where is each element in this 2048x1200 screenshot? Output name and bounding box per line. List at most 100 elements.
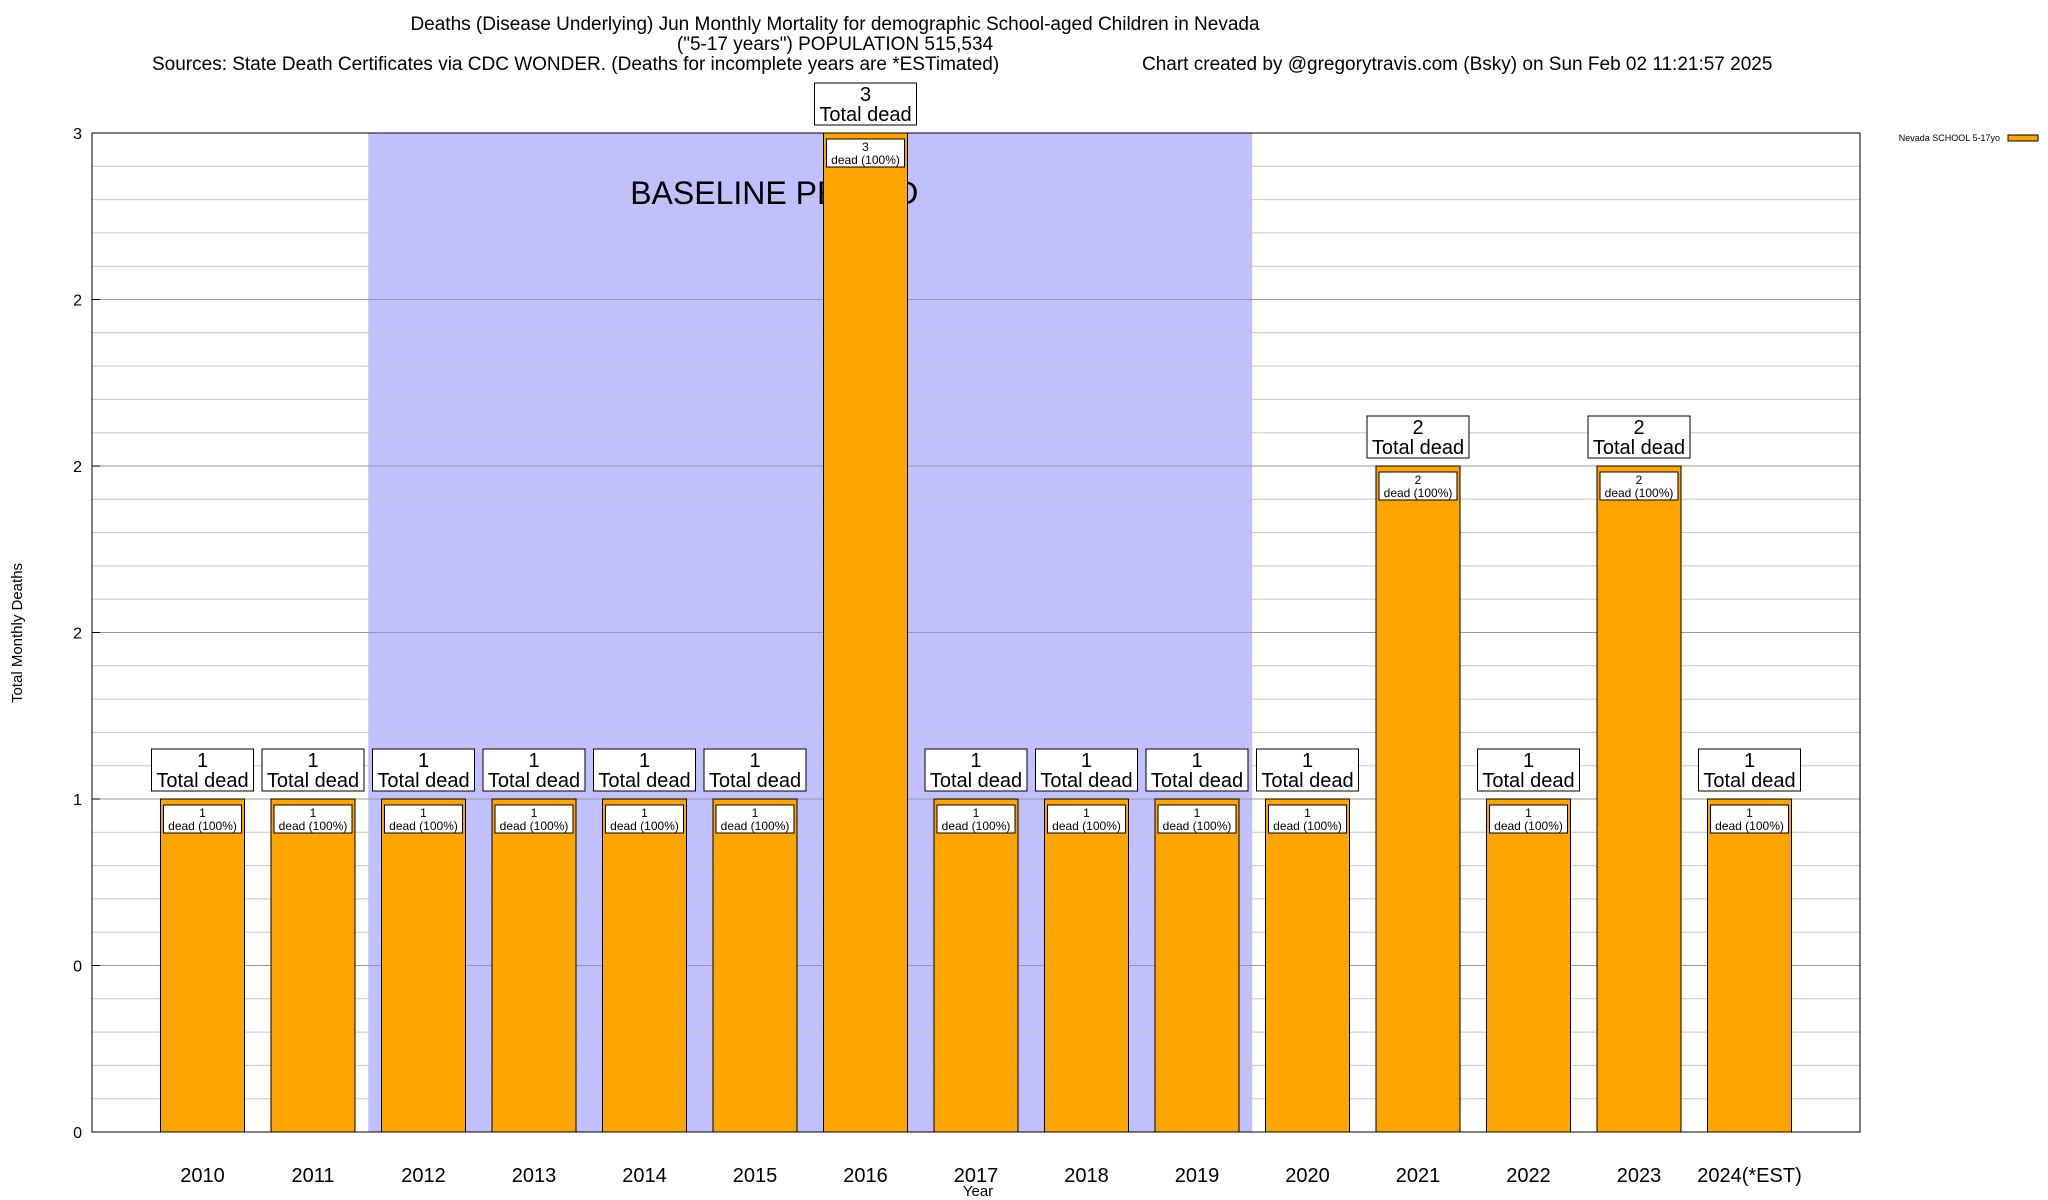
bar-inner-value: 1: [1083, 806, 1090, 820]
bar-2015: [712, 798, 798, 1133]
bar-total-box: [151, 748, 254, 792]
bar-total-label: Total dead: [1703, 770, 1795, 792]
bar-2017: [933, 798, 1019, 1133]
y-axis-label: Total Monthly Deaths: [9, 563, 26, 703]
bar-total-value: 1: [1523, 750, 1534, 772]
bar-total-label: Total dead: [1372, 437, 1464, 459]
bar-inner-label: dead (100%): [1494, 819, 1563, 833]
bar-inner-label: dead (100%): [1052, 819, 1121, 833]
bar-2016: [823, 132, 908, 1133]
bar-2018: [1044, 798, 1129, 1133]
x-tick-label: 2014: [622, 1165, 667, 1187]
bar-total-label: Total dead: [1593, 437, 1685, 459]
bar-total-value: 1: [1302, 750, 1313, 772]
bar-inner-label: dead (100%): [279, 819, 348, 833]
bar-total-value: 1: [639, 750, 650, 772]
x-tick-label: 2024(*EST): [1697, 1165, 1802, 1187]
bar-total-label: Total dead: [267, 770, 359, 792]
bar-2023: [1596, 465, 1682, 1133]
bar-total-box: [372, 748, 475, 792]
bar-total-value: 1: [528, 750, 539, 772]
y-tick-label: 0: [73, 959, 82, 976]
bar-inner-label-box: [605, 804, 684, 834]
bar-total-value: 3: [860, 84, 871, 106]
bar-inner-value: 1: [973, 806, 980, 820]
bar-inner-value: 3: [862, 140, 869, 154]
y-tick-label: 1: [73, 792, 82, 809]
bar-total-value: 1: [197, 750, 208, 772]
bar-total-label: Total dead: [1151, 770, 1243, 792]
bar-total-label: Total dead: [156, 770, 248, 792]
bar-inner-label: dead (100%): [500, 819, 569, 833]
bar-total-value: 1: [1081, 750, 1092, 772]
bar-total-box: [924, 748, 1028, 792]
bar-total-label: Total dead: [598, 770, 690, 792]
bar-total-label: Total dead: [377, 770, 469, 792]
bar-inner-label: dead (100%): [942, 819, 1011, 833]
bar-inner-value: 2: [1415, 473, 1422, 487]
bar-total-value: 1: [749, 750, 760, 772]
x-tick-label: 2012: [401, 1165, 446, 1187]
bar-total-value: 1: [307, 750, 318, 772]
bar-inner-value: 1: [1746, 806, 1753, 820]
bar-inner-value: 1: [420, 806, 427, 820]
x-tick-label: 2013: [512, 1165, 557, 1187]
chart-sources: Sources: State Death Certificates via CD…: [152, 54, 1000, 75]
bar-total-box: [1035, 748, 1138, 792]
x-tick-label: 2020: [1285, 1165, 1330, 1187]
x-tick-label: 2011: [291, 1165, 334, 1187]
bar-inner-value: 1: [1304, 806, 1311, 820]
bar-inner-label-box: [1047, 804, 1126, 834]
bar-inner-label-box: [1489, 804, 1568, 834]
bar-total-label: Total dead: [1261, 770, 1353, 792]
bar-inner-label-box: [1268, 804, 1347, 834]
x-tick-label: 2019: [1175, 1165, 1220, 1187]
bar-inner-value: 1: [531, 806, 538, 820]
bar-inner-label-box: [1157, 804, 1237, 834]
bar-inner-label: dead (100%): [168, 819, 237, 833]
bar-inner-label: dead (100%): [721, 819, 790, 833]
bar-inner-label: dead (100%): [1384, 486, 1453, 500]
bar-2020: [1265, 798, 1350, 1133]
bar-total-box: [1698, 748, 1801, 792]
x-tick-label: 2022: [1506, 1165, 1551, 1187]
bar-total-value: 1: [1744, 750, 1755, 772]
bar-inner-label: dead (100%): [831, 153, 900, 167]
y-tick-label: 2: [73, 459, 82, 476]
bar-inner-value: 1: [310, 806, 317, 820]
bar-inner-value: 1: [1525, 806, 1532, 820]
bar-2019: [1154, 798, 1240, 1133]
bar-inner-label: dead (100%): [1273, 819, 1342, 833]
x-tick-label: 2023: [1617, 1165, 1662, 1187]
bar-2013: [491, 798, 577, 1133]
bar-total-value: 1: [418, 750, 429, 772]
bar-2021: [1375, 465, 1461, 1133]
bar-2010: [160, 798, 245, 1133]
bar-total-value: 1: [1191, 750, 1202, 772]
legend-swatch: [2007, 134, 2039, 142]
bar-2011: [270, 798, 356, 1133]
bar-total-label: Total dead: [930, 770, 1022, 792]
bar-inner-label-box: [936, 804, 1016, 834]
bar-inner-value: 1: [641, 806, 648, 820]
x-tick-label: 2021: [1396, 1165, 1441, 1187]
bar-inner-label: dead (100%): [389, 819, 458, 833]
bar-inner-label: dead (100%): [1715, 819, 1784, 833]
bar-total-value: 1: [970, 750, 981, 772]
bar-inner-label-box: [384, 804, 463, 834]
bar-total-box: [1256, 748, 1359, 792]
bar-inner-value: 2: [1636, 473, 1643, 487]
bar-total-label: Total dead: [1040, 770, 1132, 792]
bar-total-box: [482, 748, 586, 792]
bar-total-box: [1587, 415, 1691, 459]
x-tick-label: 2016: [843, 1165, 888, 1187]
chart-credit: Chart created by @gregorytravis.com (Bsk…: [1142, 54, 1773, 75]
bar-2014: [602, 798, 687, 1133]
bar-total-box: [814, 82, 917, 126]
bar-inner-label-box: [715, 804, 795, 834]
bar-2024(*EST): [1707, 798, 1792, 1133]
bar-inner-label-box: [826, 138, 905, 168]
bar-total-box: [1477, 748, 1580, 792]
bar-total-label: Total dead: [819, 104, 911, 126]
